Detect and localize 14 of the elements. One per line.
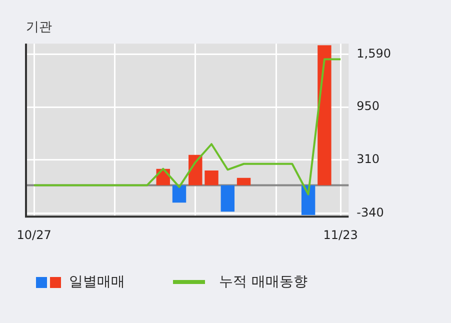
legend-label: 일별매매 [69, 273, 125, 291]
bar [220, 185, 235, 212]
bar [172, 185, 186, 203]
x-tick-label: 11/23 [323, 228, 358, 242]
y-tick-label: 310 [356, 152, 380, 166]
bar [318, 45, 332, 186]
bar [204, 170, 218, 186]
chart-title: 기관 [26, 20, 52, 36]
legend-label: 누적 매매동향 [219, 273, 308, 291]
y-tick-label: -340 [356, 205, 384, 220]
bar [236, 178, 251, 186]
x-tick-label: 10/27 [16, 228, 52, 242]
y-tick-label: 950 [356, 99, 380, 114]
y-tick-label: 1,590 [356, 46, 392, 60]
